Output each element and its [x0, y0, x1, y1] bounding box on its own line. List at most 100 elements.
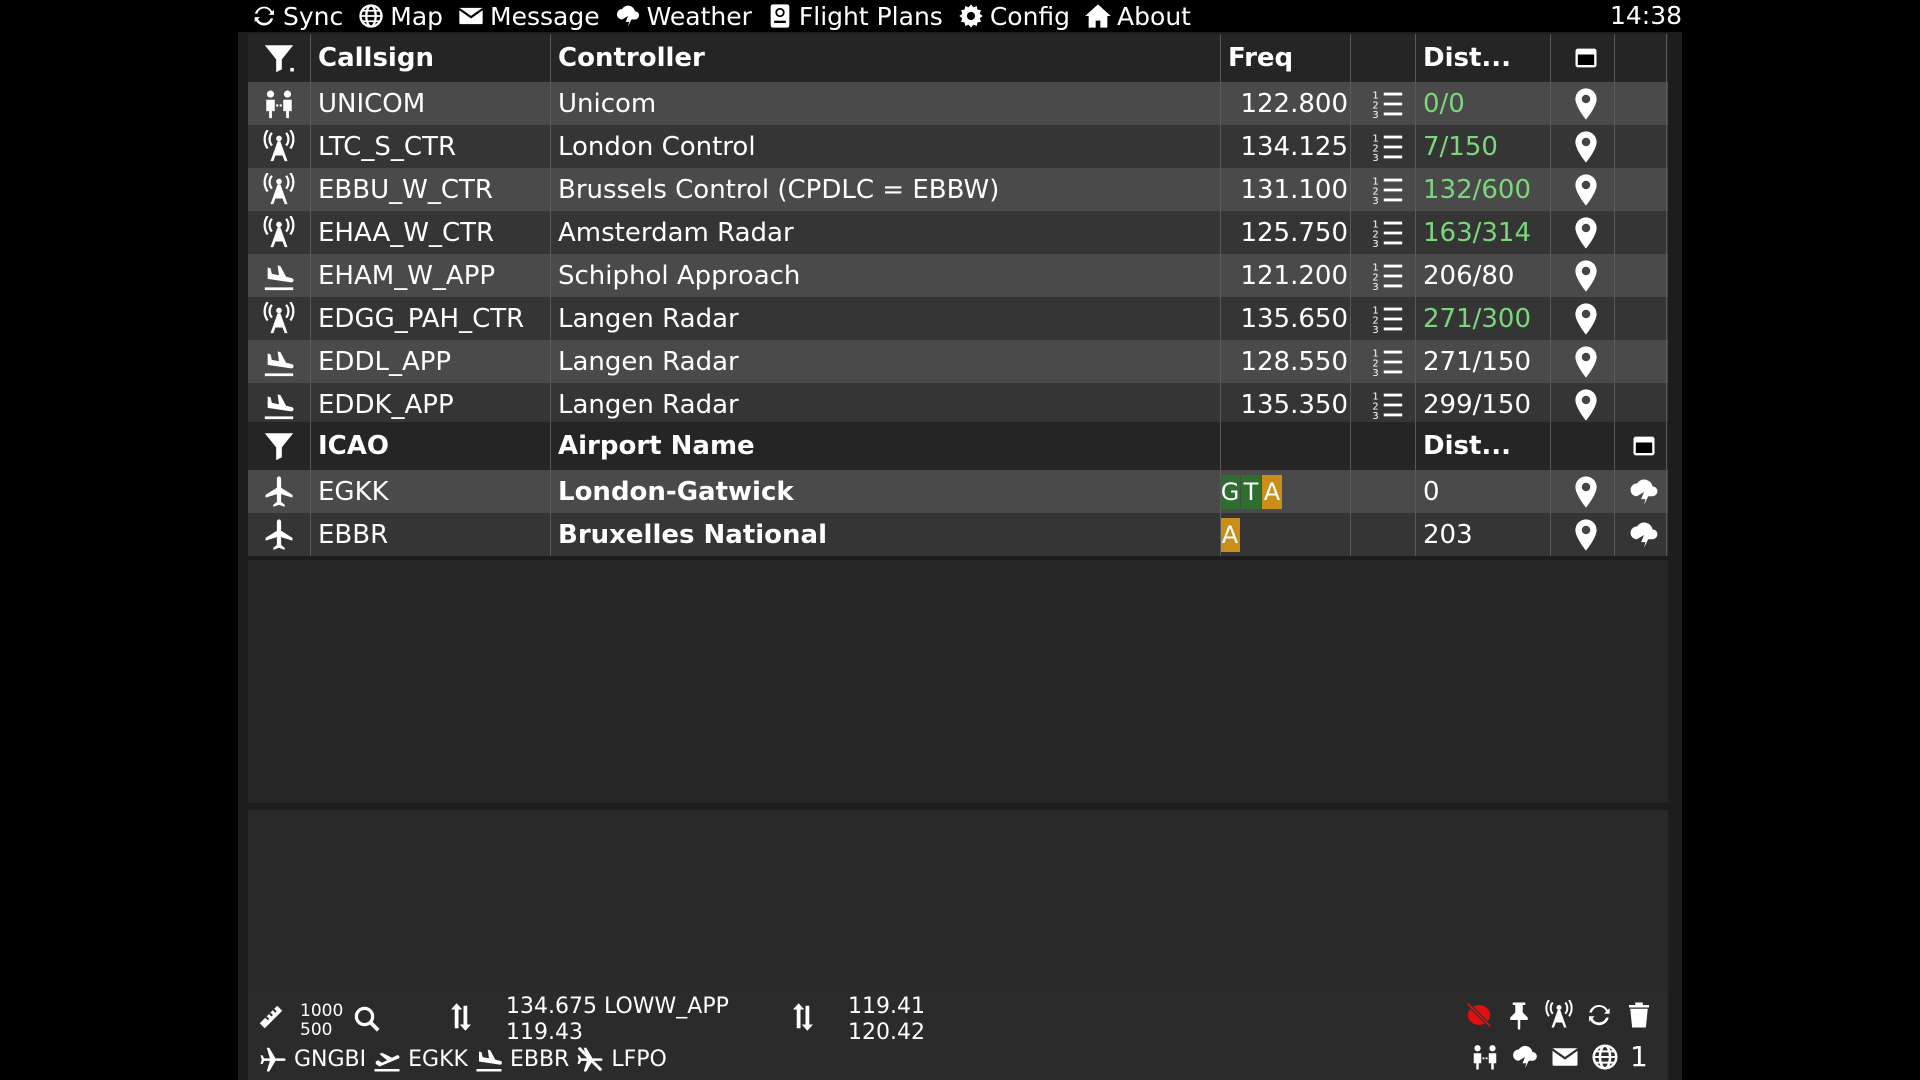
window-icon[interactable]: [1620, 422, 1668, 470]
map-pin-icon[interactable]: [1556, 211, 1616, 254]
frequency[interactable]: 135.650: [1240, 303, 1348, 334]
airport-name: London-Gatwick: [558, 476, 794, 507]
com1-standby[interactable]: 119.43: [506, 1020, 583, 1045]
filter-icon[interactable]: [248, 422, 310, 470]
map-pin-icon[interactable]: [1556, 340, 1616, 383]
route-departure[interactable]: EGKK: [408, 1046, 468, 1072]
atc-badge[interactable]: T: [1241, 474, 1261, 509]
route-aircraft[interactable]: GNGBI: [294, 1046, 367, 1072]
table-row[interactable]: EHAM_W_APP Schiphol Approach 121.200 1 2 3 206…: [248, 254, 1668, 297]
col-freq[interactable]: Freq: [1228, 43, 1294, 73]
table-row[interactable]: UNICOM Unicom 122.800 1 2 3 0/0: [248, 82, 1668, 125]
map-pin-icon[interactable]: [1556, 470, 1616, 513]
atc-badge[interactable]: A: [1262, 474, 1282, 509]
map-pin-icon[interactable]: [1556, 125, 1616, 168]
com1-swap-icon[interactable]: [446, 1002, 476, 1032]
controllers-header: Callsign Controller Freq Dist...: [248, 34, 1668, 82]
com2-swap-icon[interactable]: [788, 1002, 818, 1032]
table-row[interactable]: EBBU_W_CTR Brussels Control (CPDLC = EBBW…: [248, 168, 1668, 211]
col-dist[interactable]: Dist...: [1423, 431, 1512, 461]
airport-icon: [248, 470, 310, 513]
col-dist[interactable]: Dist...: [1423, 43, 1512, 73]
map-pin-icon[interactable]: [1556, 254, 1616, 297]
atc-badge[interactable]: G: [1220, 474, 1240, 509]
atc-badge[interactable]: A: [1220, 517, 1240, 552]
distance: 0/0: [1423, 88, 1465, 119]
weather-icon[interactable]: [1620, 470, 1668, 513]
frequency[interactable]: 131.100: [1240, 174, 1348, 205]
controller-name: Schiphol Approach: [558, 260, 801, 291]
com2-standby[interactable]: 120.42: [848, 1020, 925, 1045]
table-row[interactable]: EDDL_APP Langen Radar 128.550 1 2 3 271/150: [248, 340, 1668, 383]
weather-icon: [614, 2, 642, 30]
menu-flight-plans[interactable]: Flight Plans: [766, 2, 943, 31]
svg-text:1: 1: [1372, 176, 1378, 187]
table-row[interactable]: EDDK_APP Langen Radar 135.350 1 2 3 299/150: [248, 383, 1668, 426]
frequency[interactable]: 125.750: [1240, 217, 1348, 248]
col-airport-name[interactable]: Airport Name: [558, 431, 755, 461]
callsign: LTC_S_CTR: [318, 131, 457, 162]
frequency[interactable]: 122.800: [1240, 88, 1348, 119]
frequency[interactable]: 134.125: [1240, 131, 1348, 162]
frequency[interactable]: 121.200: [1240, 260, 1348, 291]
col-icao[interactable]: ICAO: [318, 431, 389, 461]
menu-weather[interactable]: Weather: [614, 2, 752, 31]
range-top[interactable]: 1000: [300, 1001, 344, 1021]
no-connection-icon[interactable]: [1464, 1000, 1494, 1030]
table-row[interactable]: EDGG_PAH_CTR Langen Radar 135.650 1 2 3 271/30…: [248, 297, 1668, 340]
menu-about[interactable]: About: [1084, 2, 1191, 31]
trash-icon[interactable]: [1624, 1000, 1654, 1030]
antenna-icon[interactable]: [1544, 1000, 1574, 1030]
unicom-icon[interactable]: [1470, 1042, 1500, 1072]
menu-map[interactable]: Map: [357, 2, 443, 31]
frequency[interactable]: 128.550: [1240, 346, 1348, 377]
ruler-icon[interactable]: [256, 1002, 286, 1032]
airports-header: ICAO Airport Name Dist...: [248, 422, 1668, 470]
table-row[interactable]: EGKK London-Gatwick G T A 0: [248, 470, 1668, 513]
refresh-icon[interactable]: [1584, 1000, 1614, 1030]
table-row[interactable]: EBBR Bruxelles National A 203: [248, 513, 1668, 556]
map-pin-icon[interactable]: [1556, 383, 1616, 426]
route-arrival[interactable]: EBBR: [509, 1046, 570, 1072]
pin-icon[interactable]: [1504, 1000, 1534, 1030]
callsign: EHAM_W_APP: [318, 260, 496, 291]
airport-icon: [248, 513, 310, 556]
svg-text:2: 2: [1372, 229, 1378, 240]
map-pin-icon[interactable]: [1556, 168, 1616, 211]
com2-active[interactable]: 119.41: [848, 994, 925, 1019]
globe-icon[interactable]: [1590, 1042, 1620, 1072]
col-controller[interactable]: Controller: [558, 43, 705, 73]
frequency[interactable]: 135.350: [1240, 389, 1348, 420]
window-icon[interactable]: [1556, 34, 1616, 82]
menu-config-label: Config: [989, 1, 1071, 31]
map-pin-icon[interactable]: [1556, 513, 1616, 556]
map-pin-icon[interactable]: [1556, 82, 1616, 125]
table-row[interactable]: LTC_S_CTR London Control 134.125 1 2 3 7/150: [248, 125, 1668, 168]
com1-active[interactable]: 134.675 LOWW_APP: [506, 994, 729, 1019]
distance: 203: [1423, 519, 1473, 550]
weather-icon[interactable]: [1620, 513, 1668, 556]
approach-icon: [248, 254, 310, 297]
table-row[interactable]: EHAA_W_CTR Amsterdam Radar 125.750 1 2 3 163/3…: [248, 211, 1668, 254]
menu-sync[interactable]: Sync: [250, 2, 343, 31]
route-alternate[interactable]: LFPO: [611, 1046, 667, 1072]
col-callsign[interactable]: Callsign: [318, 43, 434, 73]
range-bottom[interactable]: 500: [300, 1020, 333, 1040]
menu-message[interactable]: Message: [457, 2, 600, 31]
weather-icon[interactable]: [1510, 1042, 1540, 1072]
filter-icon[interactable]: [248, 34, 310, 82]
menu-config[interactable]: Config: [957, 2, 1070, 31]
map-pin-icon[interactable]: [1556, 297, 1616, 340]
search-icon[interactable]: [352, 1004, 382, 1034]
envelope-icon[interactable]: [1550, 1042, 1580, 1072]
toolbar-top-right: [1464, 1000, 1654, 1030]
svg-text:1: 1: [1372, 391, 1378, 402]
